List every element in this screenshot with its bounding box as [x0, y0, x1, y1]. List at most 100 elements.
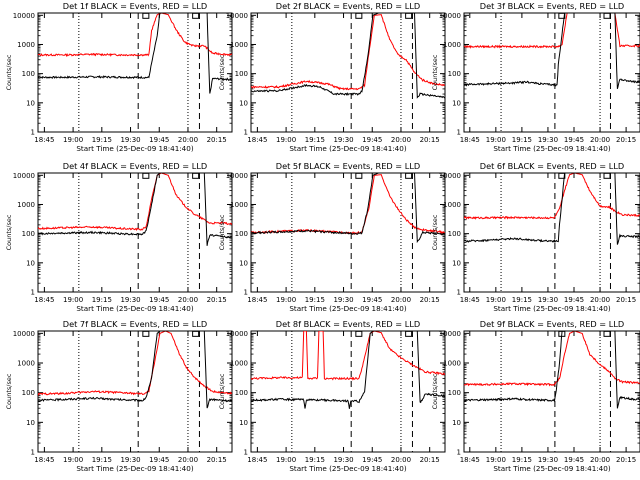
x-tick-label: 19:15 — [305, 296, 325, 304]
y-tick-label: 1 — [244, 289, 248, 297]
plot-frame — [463, 172, 640, 293]
x-tick-label: 19:30 — [333, 136, 353, 144]
time-marker-box — [142, 12, 150, 19]
x-tick-label: 20:00 — [590, 136, 610, 144]
x-tick-label: 20:00 — [178, 136, 198, 144]
x-tick-label: 19:45 — [149, 136, 169, 144]
time-marker-box — [355, 12, 363, 19]
y-tick-label: 1000 — [17, 41, 35, 49]
time-marker-box — [192, 12, 200, 19]
x-tick-label: 20:00 — [178, 456, 198, 464]
x-tick-label: 19:00 — [276, 456, 296, 464]
plot-frame — [37, 12, 233, 133]
y-tick-label: 1 — [31, 449, 35, 457]
series-line-lld — [251, 331, 445, 381]
panel-2: Det 2f BLACK = Events, RED = LLD Counts/s… — [218, 1, 446, 153]
x-axis-label: Start Time (25-Dec-09 18:41:40) — [493, 464, 610, 473]
series-line-events — [38, 173, 232, 246]
plot-frame — [250, 330, 446, 453]
panel-title: Det 2f BLACK = Events, RED = LLD — [276, 1, 420, 11]
x-tick-label: 19:30 — [120, 136, 140, 144]
x-tick-label: 19:30 — [120, 456, 140, 464]
panel-7: Det 7f BLACK = Events, RED = LLD Counts/s… — [5, 319, 233, 473]
y-tick-label: 1 — [457, 449, 461, 457]
x-tick-label: 20:15 — [207, 136, 227, 144]
time-marker-box — [405, 12, 413, 19]
y-axis-label: Counts/sec — [431, 214, 439, 250]
panel-3: Det 3f BLACK = Events, RED = LLD Counts/s… — [431, 1, 640, 153]
x-tick-label: 19:15 — [92, 456, 112, 464]
x-tick-label: 20:15 — [616, 136, 636, 144]
x-tick-label: 18:45 — [34, 456, 54, 464]
y-axis-label: Counts/sec — [218, 373, 226, 409]
plot-frame — [463, 330, 640, 453]
plot-frame — [463, 12, 640, 133]
y-tick-label: 10000 — [13, 330, 35, 338]
time-marker-box — [558, 172, 566, 179]
y-tick-label: 1000 — [443, 201, 461, 209]
y-tick-label: 10 — [452, 99, 461, 107]
y-axis-label: Counts/sec — [431, 54, 439, 90]
y-tick-label: 1 — [31, 129, 35, 137]
time-marker-box — [405, 172, 413, 179]
time-marker-box — [603, 12, 611, 19]
series-line-events — [38, 13, 232, 94]
x-tick-label: 19:30 — [120, 296, 140, 304]
x-tick-label: 18:45 — [460, 456, 480, 464]
x-tick-label: 18:45 — [34, 136, 54, 144]
plot-frame — [37, 172, 233, 293]
y-tick-label: 10000 — [226, 172, 248, 180]
y-tick-label: 100 — [448, 230, 461, 238]
time-marker-box — [142, 330, 150, 337]
y-tick-label: 100 — [22, 389, 35, 397]
x-tick-label: 19:00 — [63, 456, 83, 464]
series-line-lld — [464, 173, 640, 220]
x-tick-label: 19:30 — [538, 136, 558, 144]
x-axis-label: Start Time (25-Dec-09 18:41:40) — [76, 464, 193, 473]
x-tick-label: 19:45 — [362, 296, 382, 304]
x-tick-label: 20:00 — [391, 296, 411, 304]
x-tick-label: 19:45 — [564, 296, 584, 304]
x-axis-label: Start Time (25-Dec-09 18:41:40) — [76, 144, 193, 153]
y-tick-label: 10000 — [226, 12, 248, 20]
x-tick-label: 18:45 — [247, 456, 267, 464]
y-tick-label: 100 — [235, 230, 248, 238]
x-tick-label: 20:00 — [590, 296, 610, 304]
panel-title: Det 1f BLACK = Events, RED = LLD — [63, 1, 207, 11]
x-tick-label: 19:30 — [538, 456, 558, 464]
x-tick-label: 19:45 — [149, 456, 169, 464]
x-tick-label: 19:45 — [149, 296, 169, 304]
y-tick-label: 10 — [239, 419, 248, 427]
time-marker-box — [192, 172, 200, 179]
panel-4: Det 4f BLACK = Events, RED = LLD Counts/s… — [5, 161, 233, 313]
x-tick-label: 18:45 — [247, 136, 267, 144]
x-tick-label: 20:15 — [420, 136, 440, 144]
y-tick-label: 10000 — [439, 172, 461, 180]
y-tick-label: 10 — [239, 99, 248, 107]
x-tick-label: 20:15 — [420, 296, 440, 304]
x-tick-label: 20:00 — [391, 136, 411, 144]
x-axis-label: Start Time (25-Dec-09 18:41:40) — [289, 304, 406, 313]
x-tick-label: 19:45 — [362, 456, 382, 464]
y-axis-label: Counts/sec — [5, 214, 13, 250]
y-tick-label: 100 — [22, 230, 35, 238]
x-tick-label: 19:30 — [333, 296, 353, 304]
x-tick-label: 20:15 — [207, 296, 227, 304]
time-marker-box — [355, 172, 363, 179]
y-tick-label: 1 — [31, 289, 35, 297]
y-tick-label: 10 — [26, 259, 35, 267]
x-tick-label: 19:15 — [512, 456, 532, 464]
x-tick-label: 19:15 — [512, 296, 532, 304]
x-tick-label: 19:00 — [486, 136, 506, 144]
series-line-events — [464, 331, 640, 409]
x-tick-label: 19:15 — [305, 136, 325, 144]
series-line-lld — [38, 13, 232, 58]
panel-5: Det 5f BLACK = Events, RED = LLD Counts/s… — [218, 161, 446, 313]
y-tick-label: 10000 — [226, 330, 248, 338]
x-tick-label: 19:00 — [63, 136, 83, 144]
x-tick-label: 18:45 — [460, 136, 480, 144]
x-tick-label: 19:00 — [486, 456, 506, 464]
y-tick-label: 1000 — [230, 41, 248, 49]
y-axis-label: Counts/sec — [5, 373, 13, 409]
panel-9: Det 9f BLACK = Events, RED = LLD Counts/s… — [431, 319, 640, 473]
